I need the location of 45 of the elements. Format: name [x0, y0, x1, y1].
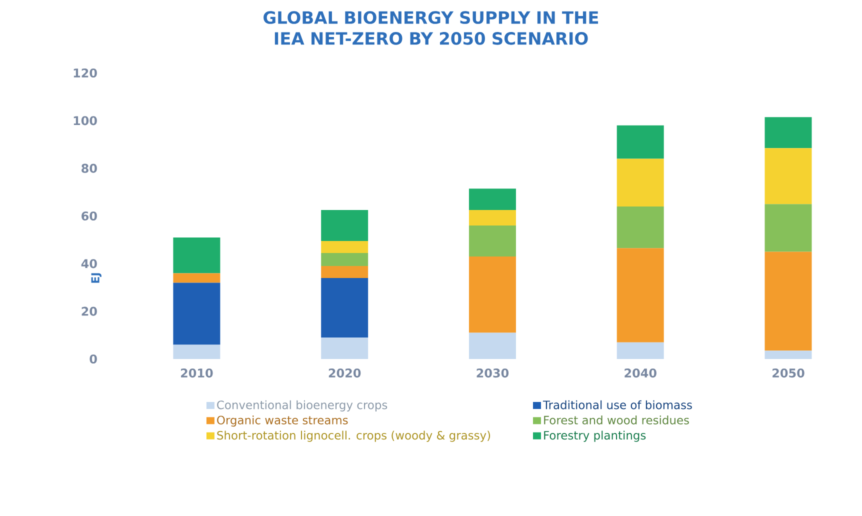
y-tick-label: 80	[82, 164, 97, 173]
bar	[764, 252, 812, 351]
y-axis-title: EJ	[91, 273, 102, 283]
bar	[616, 248, 664, 342]
chart-title: GLOBAL BIOENERGY SUPPLY IN THE IEA NET-ZERO BY 2050 SCENARIO	[264, 11, 598, 45]
bar	[468, 332, 516, 359]
bar	[468, 226, 516, 257]
bar	[468, 188, 516, 210]
x-tick-label: 2050	[772, 368, 804, 378]
bar	[321, 210, 368, 242]
legend-label: Organic waste streams	[217, 416, 348, 427]
bar	[321, 278, 368, 338]
y-tick-label: 20	[82, 306, 97, 316]
legend-label: Short-rotation lignocell. crops (woody & grassy)	[217, 430, 490, 442]
bar	[173, 237, 220, 274]
bar	[468, 256, 516, 333]
bar	[764, 117, 812, 148]
x-tick-label: 2030	[476, 368, 509, 378]
bar	[616, 125, 664, 159]
bar	[468, 210, 516, 226]
bar	[321, 252, 368, 266]
bar	[764, 148, 812, 204]
bar	[321, 338, 368, 359]
y-tick-label: 100	[74, 116, 97, 126]
legend-label: Forest and wood residues	[544, 416, 689, 424]
x-tick-label: 2010	[181, 368, 213, 378]
bar	[173, 344, 220, 359]
y-tick-label: 60	[82, 211, 97, 221]
bar	[616, 158, 664, 206]
bar	[616, 342, 664, 359]
bar	[173, 282, 220, 345]
legend-label: Forestry plantings	[544, 430, 646, 442]
bar	[173, 273, 220, 283]
legend-label: Conventional bioenergy crops	[217, 400, 388, 412]
bar	[321, 266, 368, 278]
bar	[616, 206, 664, 248]
x-tick-label: 2020	[328, 368, 361, 378]
y-tick-label: 120	[74, 68, 97, 78]
x-tick-label: 2040	[624, 368, 656, 378]
y-tick-label: 40	[81, 259, 97, 268]
bar	[764, 350, 812, 359]
bar	[321, 241, 368, 253]
legend-label: Traditional use of biomass	[542, 400, 692, 410]
bar	[764, 204, 812, 252]
y-tick-label: 0	[90, 354, 97, 364]
